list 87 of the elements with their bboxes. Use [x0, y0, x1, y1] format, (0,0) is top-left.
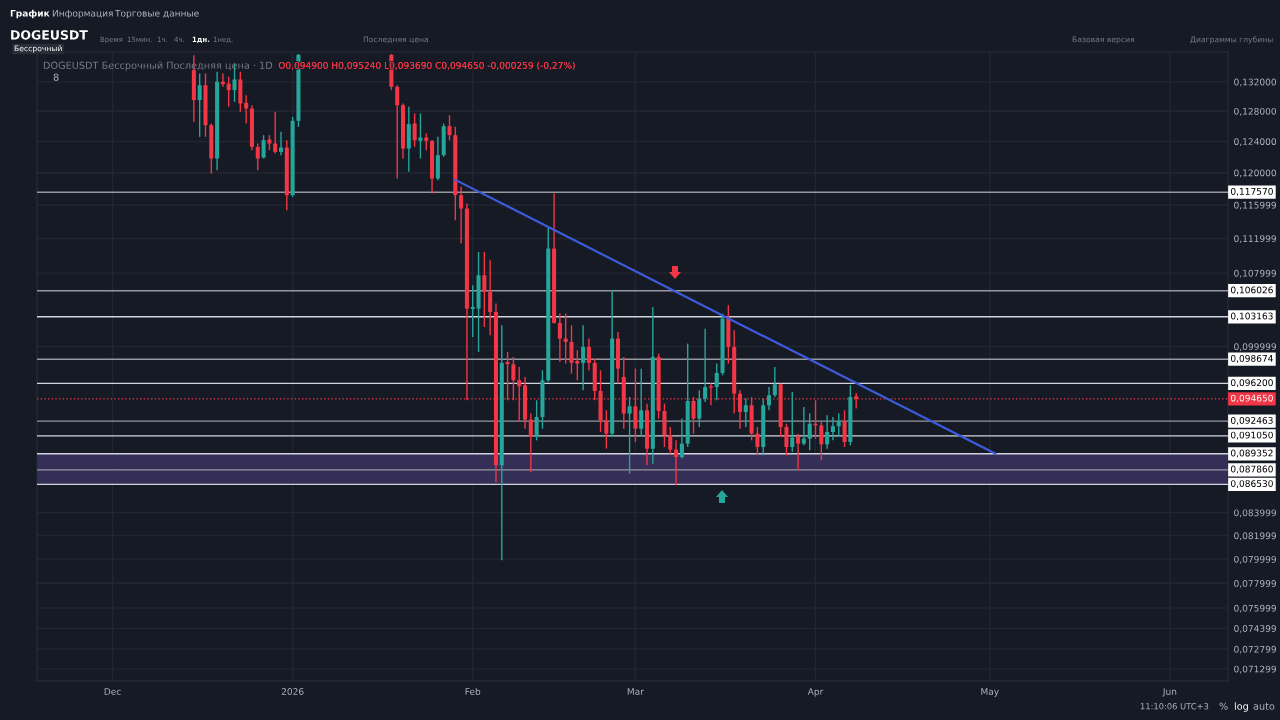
candlestick: [819, 421, 824, 462]
text: %: [1219, 702, 1228, 710]
candlestick: [563, 312, 568, 365]
y-tick-label: 0,132000: [1234, 78, 1277, 87]
y-tick-label: 0,115999: [1234, 201, 1276, 210]
candlestick: [470, 284, 475, 338]
candlestick: [412, 112, 417, 148]
candlestick: [743, 397, 748, 428]
y-tick-label: 0,079999: [1234, 555, 1276, 564]
ref-line-label: 0,103163: [1230, 312, 1273, 321]
y-tick-label: 0,074399: [1234, 625, 1276, 633]
candlestick: [668, 426, 673, 455]
x-tick-label: Feb: [465, 687, 481, 695]
ref-line-label: 0,092463: [1230, 416, 1273, 425]
candlestick: [488, 259, 493, 336]
candlestick: [825, 414, 830, 450]
candlestick: [581, 324, 586, 391]
x-tick-label: 2026: [281, 688, 304, 695]
y-tick-label: 0,075999: [1234, 604, 1276, 613]
x-tick-label: Jun: [1162, 688, 1177, 697]
y-tick-label: 0,124000: [1234, 138, 1277, 146]
candlestick: [528, 412, 533, 473]
ref-line-label: 0,089352: [1230, 449, 1273, 458]
candlestick: [534, 399, 539, 442]
ref-line-label: 0,094650: [1230, 394, 1273, 403]
candlestick: [418, 112, 423, 160]
candlestick: [273, 111, 278, 155]
text: 11:10:06 UTC+3: [1140, 703, 1209, 710]
candlestick: [796, 432, 801, 472]
text: Торговые данные: [114, 9, 199, 19]
y-tick-label: 0,071299: [1234, 665, 1276, 674]
candlestick: [255, 142, 260, 171]
candlestick: [703, 327, 708, 403]
candlestick: [604, 409, 609, 450]
y-tick-label: 0,128000: [1234, 107, 1277, 116]
text: auto: [1253, 702, 1275, 710]
y-tick-label: 0,072799: [1234, 645, 1276, 654]
y-tick-label: 0,099999: [1234, 343, 1276, 351]
candlestick: [767, 386, 772, 412]
x-tick-label: May: [981, 688, 999, 697]
candlestick: [447, 114, 452, 141]
x-tick-label: Dec: [104, 688, 121, 695]
ref-line-label: 0,096200: [1230, 379, 1273, 387]
candlestick: [435, 136, 440, 181]
x-tick-label: Apr: [807, 688, 824, 697]
y-tick-label: 0,081999: [1234, 532, 1276, 541]
ref-line-label: 0,086530: [1230, 480, 1273, 488]
candlestick: [557, 312, 562, 363]
y-tick-label: 0,107999: [1234, 269, 1276, 278]
y-tick-label: 0,111999: [1234, 235, 1276, 243]
ref-line-label: 0,087860: [1230, 465, 1273, 474]
ref-line-label: 0,091050: [1230, 431, 1273, 440]
candlestick: [801, 406, 806, 447]
ref-line-label: 0,117570: [1230, 187, 1273, 196]
y-tick-label: 0,083999: [1234, 509, 1276, 518]
candlestick: [586, 337, 591, 372]
ref-line-label: 0,106026: [1230, 286, 1273, 295]
text: Информация: [52, 9, 113, 19]
candlestick: [679, 417, 684, 460]
candlestick: [830, 416, 835, 442]
candlestick: [238, 71, 243, 113]
candlestick: [395, 84, 400, 180]
candlestick: [708, 382, 713, 406]
candlestick: [639, 367, 644, 438]
candlestick: [807, 412, 812, 451]
candlestick: [627, 396, 632, 475]
candlestick: [261, 134, 266, 160]
candlestick: [197, 72, 202, 138]
y-tick-label: 0,077999: [1234, 580, 1276, 588]
candlestick: [755, 426, 760, 456]
annotation: 8: [53, 73, 59, 81]
candlestick: [772, 366, 777, 398]
candlestick: [784, 422, 789, 456]
candlestick: [244, 94, 249, 125]
candlestick: [714, 362, 719, 401]
candlestick: [674, 439, 679, 487]
candlestick: [459, 186, 464, 245]
text: График: [10, 9, 50, 19]
x-tick-label: Mar: [627, 688, 644, 695]
text: log: [1234, 702, 1248, 712]
candlestick: [697, 389, 702, 428]
candlestick: [482, 251, 487, 328]
y-tick-label: 0,120000: [1234, 169, 1277, 178]
ref-line-label: 0,098674: [1230, 354, 1273, 363]
candlestick: [790, 391, 795, 453]
candlestick: [842, 409, 847, 448]
text: DOGEUSDT: [11, 30, 88, 40]
